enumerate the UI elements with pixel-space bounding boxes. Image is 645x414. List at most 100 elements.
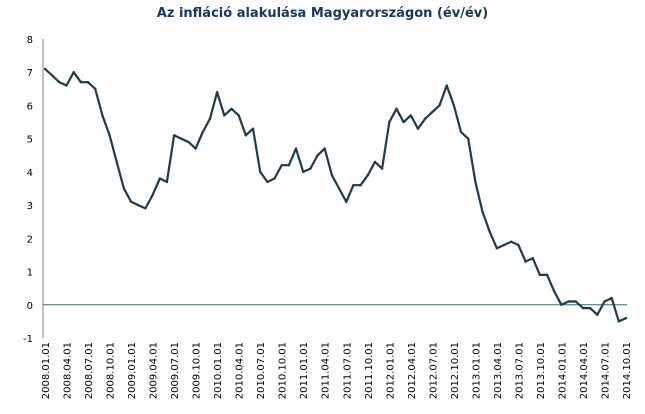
data-point [108,134,111,137]
x-tick-label: 2012.10.01 [450,342,461,399]
chart-title: Az infláció alakulása Magyarországon (év… [156,6,489,21]
data-point [194,147,197,150]
data-point [395,107,398,111]
data-point [553,290,556,293]
data-point [244,134,247,137]
data-point [180,137,183,140]
x-tick-label: 2011.10.01 [364,342,375,399]
x-tick-label: 2014.07.01 [600,342,611,399]
data-point [388,120,391,124]
y-tick-label: 5 [27,135,33,146]
data-point [280,164,283,167]
y-tick-label: 7 [27,68,33,79]
y-tick-label: 4 [27,168,33,179]
data-point [588,306,592,310]
data-point [65,84,68,87]
data-point [259,170,262,174]
x-tick-label: 2009.07.01 [170,342,181,399]
x-tick-label: 2014.01.01 [557,342,568,399]
y-axis: 8 7 6 5 4 3 2 1 0 -1 [23,35,33,345]
x-tick-label: 2010.01.01 [213,342,224,399]
data-point [137,203,140,207]
data-point [574,300,577,303]
data-point [201,130,204,134]
x-tick-label: 2008.04.01 [63,342,74,399]
y-tick-label: 6 [27,101,33,112]
data-point [359,184,362,187]
data-point [302,170,305,174]
data-point [545,273,549,277]
data-point [223,114,226,117]
data-point [58,81,61,84]
data-point [610,296,613,300]
data-point [43,67,47,71]
x-tick-label: 2010.07.01 [256,342,267,399]
data-point [560,303,563,306]
y-tick-label: -1 [23,334,33,345]
data-point [524,260,527,263]
data-point [287,164,291,167]
data-point [294,147,298,150]
y-tick-label: 0 [27,301,33,312]
data-point [481,210,484,213]
data-point [51,74,54,77]
x-tick-label: 2011.04.01 [321,342,332,399]
data-point [488,230,491,233]
data-point [323,147,326,150]
x-tick-label: 2009.04.01 [149,342,160,399]
data-point [72,71,75,74]
data-point [101,114,104,117]
data-point [502,243,506,247]
data-point [424,117,427,120]
y-tick-label: 2 [27,234,33,245]
x-tick-label: 2013.10.01 [536,342,547,399]
data-point [122,187,126,190]
x-tick-label: 2012.07.01 [428,342,439,399]
data-point [172,134,176,137]
data-point [215,91,219,94]
x-tick-label: 2012.01.01 [385,342,396,399]
data-point [373,160,377,164]
data-point [603,300,606,303]
data-point [337,187,341,190]
data-point [431,110,434,114]
data-point [309,167,312,170]
data-point [251,127,255,130]
y-tick-label: 8 [27,35,33,46]
data-point [237,114,240,117]
x-tick-label: 2008.07.01 [84,342,95,399]
data-point [230,107,233,111]
data-point [273,177,276,180]
data-point [79,81,83,84]
data-point [366,174,369,177]
x-tick-label: 2013.04.01 [493,342,504,399]
data-point [452,104,456,107]
x-tick-label: 2008.10.01 [106,342,117,399]
data-point [129,200,133,203]
x-tick-label: 2013.07.01 [514,342,525,399]
data-point [538,273,542,277]
x-tick-label: 2010.04.01 [235,342,246,399]
data-point [459,130,463,134]
data-point [567,300,570,303]
x-tick-label: 2011.01.01 [299,342,310,399]
data-point [345,200,348,203]
data-point [165,180,169,184]
data-point [581,306,585,310]
data-point [596,313,599,316]
data-point [531,257,534,260]
data-point [438,104,441,107]
data-point [330,174,334,177]
y-tick-label: 3 [27,201,33,212]
inflation-series-line [44,68,627,323]
data-point [187,140,190,144]
x-tick-label: 2008.01.01 [41,342,52,399]
x-tick-label: 2011.07.01 [342,342,353,399]
data-point [158,177,161,180]
data-point [517,243,520,247]
data-point [266,180,269,184]
data-points [43,67,628,323]
data-point [445,84,448,87]
data-point [208,117,212,120]
